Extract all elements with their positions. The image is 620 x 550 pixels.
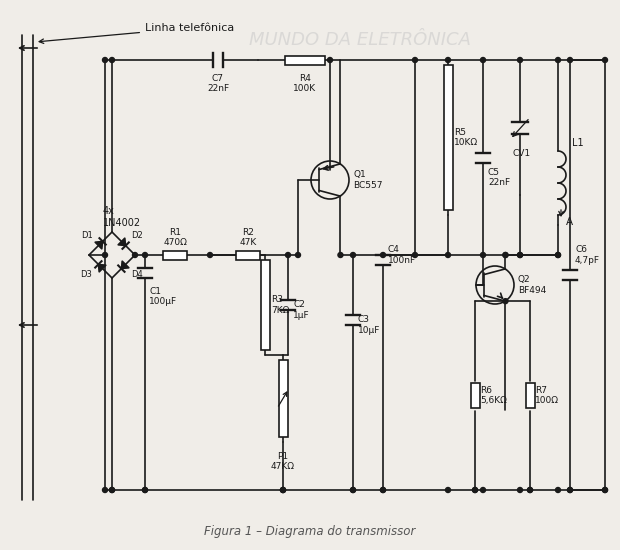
- Bar: [163, 250, 187, 260]
- Bar: [471, 383, 479, 408]
- Text: MUNDO DA ELETRÔNICA: MUNDO DA ELETRÔNICA: [249, 31, 471, 49]
- Circle shape: [567, 58, 572, 63]
- Bar: [236, 250, 260, 260]
- Circle shape: [480, 58, 485, 63]
- Circle shape: [412, 58, 417, 63]
- Bar: [285, 56, 325, 64]
- Text: D3: D3: [81, 270, 92, 279]
- Circle shape: [102, 58, 107, 63]
- Text: C7
22nF: C7 22nF: [207, 74, 229, 94]
- Circle shape: [296, 252, 301, 257]
- Circle shape: [110, 487, 115, 492]
- Circle shape: [528, 487, 533, 492]
- Text: Q1
BC557: Q1 BC557: [353, 170, 383, 190]
- Text: A: A: [566, 217, 573, 227]
- Text: C4
100nF: C4 100nF: [388, 245, 416, 265]
- Circle shape: [350, 487, 355, 492]
- Circle shape: [518, 58, 523, 63]
- Circle shape: [143, 487, 148, 492]
- Circle shape: [556, 58, 560, 63]
- Circle shape: [567, 487, 572, 492]
- Text: Figura 1 – Diagrama do transmissor: Figura 1 – Diagrama do transmissor: [205, 525, 415, 538]
- Text: 4x
1N4002: 4x 1N4002: [103, 206, 141, 228]
- Circle shape: [381, 487, 386, 492]
- Polygon shape: [99, 265, 106, 272]
- Text: C2
1μF: C2 1μF: [293, 300, 309, 320]
- Text: R7
100Ω: R7 100Ω: [535, 386, 559, 405]
- Circle shape: [480, 487, 485, 492]
- Text: C1
100μF: C1 100μF: [149, 287, 177, 306]
- Text: Q2
BF494: Q2 BF494: [518, 276, 546, 295]
- Bar: [278, 360, 288, 437]
- Circle shape: [518, 252, 523, 257]
- Circle shape: [518, 487, 523, 492]
- Circle shape: [412, 252, 417, 257]
- Text: C6
4,7pF: C6 4,7pF: [575, 245, 600, 265]
- Circle shape: [143, 487, 148, 492]
- Circle shape: [102, 252, 107, 257]
- Circle shape: [503, 299, 508, 304]
- Circle shape: [381, 487, 386, 492]
- Circle shape: [143, 252, 148, 257]
- Circle shape: [528, 487, 533, 492]
- Polygon shape: [118, 238, 126, 246]
- Circle shape: [446, 58, 451, 63]
- Polygon shape: [95, 241, 103, 249]
- Circle shape: [518, 252, 523, 257]
- Circle shape: [110, 58, 115, 63]
- Text: R6
5,6KΩ: R6 5,6KΩ: [480, 386, 507, 405]
- Circle shape: [110, 487, 115, 492]
- Circle shape: [472, 487, 477, 492]
- Circle shape: [280, 487, 285, 492]
- Text: R3
7KΩ: R3 7KΩ: [271, 295, 290, 315]
- Text: R2
47K: R2 47K: [239, 228, 257, 247]
- Circle shape: [381, 252, 386, 257]
- Circle shape: [480, 252, 485, 257]
- Circle shape: [567, 487, 572, 492]
- Circle shape: [503, 252, 508, 257]
- Text: P1
47KΩ: P1 47KΩ: [271, 452, 295, 471]
- Text: C3
10μF: C3 10μF: [358, 315, 381, 335]
- Text: R5
10KΩ: R5 10KΩ: [454, 128, 478, 147]
- Text: D2: D2: [131, 231, 143, 240]
- Circle shape: [285, 252, 291, 257]
- Text: C5
22nF: C5 22nF: [488, 168, 510, 187]
- Circle shape: [446, 487, 451, 492]
- Circle shape: [280, 487, 285, 492]
- Circle shape: [338, 252, 343, 257]
- Circle shape: [603, 487, 608, 492]
- Circle shape: [350, 252, 355, 257]
- Bar: [443, 65, 453, 210]
- Bar: [526, 383, 534, 408]
- Text: CV1: CV1: [513, 150, 531, 158]
- Circle shape: [472, 487, 477, 492]
- Circle shape: [327, 58, 332, 63]
- Circle shape: [208, 252, 213, 257]
- Circle shape: [350, 487, 355, 492]
- Text: R1
470Ω: R1 470Ω: [163, 228, 187, 247]
- Text: R4
100K: R4 100K: [293, 74, 317, 94]
- Text: D1: D1: [81, 231, 92, 240]
- Text: Linha telefônica: Linha telefônica: [39, 23, 234, 43]
- Circle shape: [603, 58, 608, 63]
- Bar: [260, 260, 270, 350]
- Circle shape: [603, 487, 608, 492]
- Circle shape: [102, 487, 107, 492]
- Circle shape: [556, 487, 560, 492]
- Circle shape: [133, 252, 138, 257]
- Circle shape: [556, 252, 560, 257]
- Text: L1: L1: [572, 138, 583, 147]
- Circle shape: [556, 252, 560, 257]
- Circle shape: [446, 252, 451, 257]
- Text: D4: D4: [131, 270, 143, 279]
- Polygon shape: [122, 261, 129, 268]
- Circle shape: [503, 252, 508, 257]
- Circle shape: [280, 487, 285, 492]
